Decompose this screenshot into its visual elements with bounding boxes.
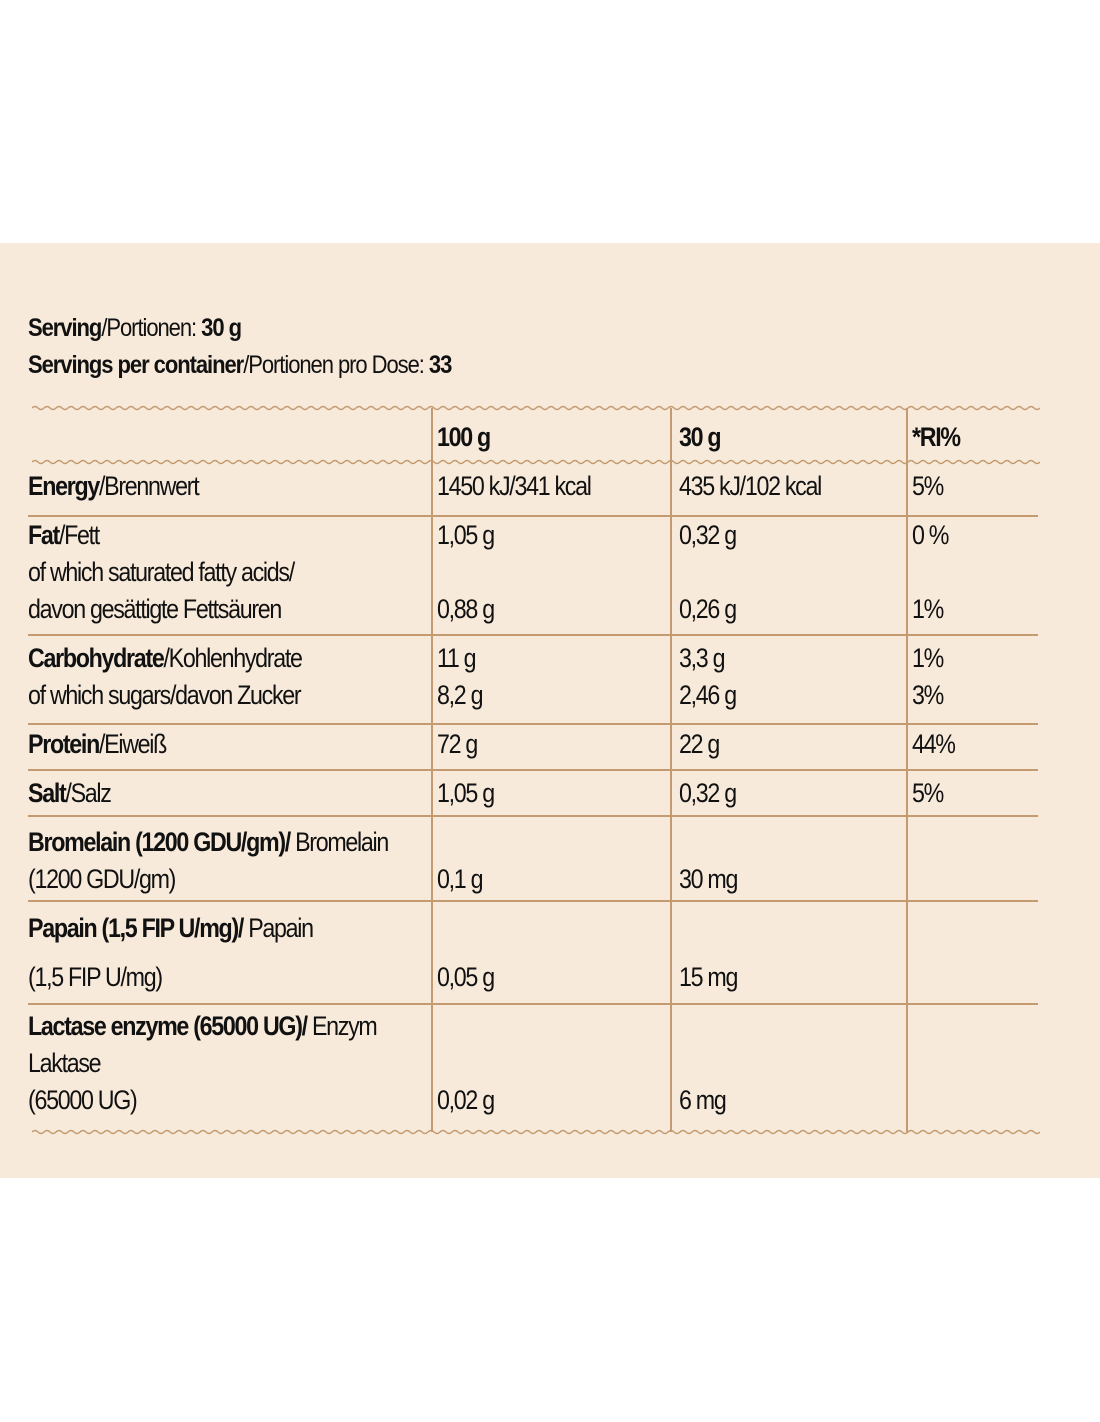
salt-ri: 5%: [912, 778, 944, 808]
row-label-saturated-line1: of which saturated fatty acids/: [28, 557, 295, 587]
protein-ri: 44%: [912, 729, 956, 759]
serving-size-line: Serving/Portionen: 30 g: [28, 314, 242, 342]
header-100g: 100 g: [437, 422, 491, 452]
row-divider: [28, 515, 1038, 517]
servings-per-container-line: Servings per container/Portionen pro Dos…: [28, 351, 452, 379]
papain-30g: 15 mg: [679, 962, 738, 992]
row-label-sugars: of which sugars/davon Zucker: [28, 680, 302, 710]
sugars-30g: 2,46 g: [679, 680, 737, 710]
row-label-bromelain-line2: (1200 GDU/gm): [28, 864, 176, 894]
sugars-100g: 8,2 g: [437, 680, 483, 710]
energy-100g: 1450 kJ/341 kcal: [437, 471, 592, 501]
protein-30g: 22 g: [679, 729, 720, 759]
row-divider: [28, 634, 1038, 636]
header-30g: 30 g: [679, 422, 722, 452]
row-divider: [28, 815, 1038, 817]
bromelain-100g: 0,1 g: [437, 864, 483, 894]
row-divider: [28, 900, 1038, 902]
papain-100g: 0,05 g: [437, 962, 495, 992]
row-label-salt: Salt/Salz: [28, 778, 112, 808]
saturated-100g: 0,88 g: [437, 594, 495, 624]
wavy-divider-bottom: [32, 1129, 1040, 1135]
row-label-protein: Protein/Eiweiß: [28, 729, 167, 759]
fat-30g: 0,32 g: [679, 520, 737, 550]
row-label-lactase: Lactase enzyme (65000 UG)/ Enzym: [28, 1011, 378, 1041]
fat-100g: 1,05 g: [437, 520, 495, 550]
sugars-ri: 3%: [912, 680, 944, 710]
row-label-energy: Energy/Brennwert: [28, 471, 200, 501]
row-label-carbohydrate: Carbohydrate/Kohlenhydrate: [28, 643, 303, 673]
row-label-fat: Fat/Fett: [28, 520, 100, 550]
row-divider: [28, 723, 1038, 725]
carbohydrate-30g: 3,3 g: [679, 643, 725, 673]
lactase-100g: 0,02 g: [437, 1085, 495, 1115]
salt-100g: 1,05 g: [437, 778, 495, 808]
row-label-lactase-line2: Laktase: [28, 1048, 102, 1078]
fat-ri: 0 %: [912, 520, 949, 550]
lactase-30g: 6 mg: [679, 1085, 727, 1115]
row-label-lactase-line3: (65000 UG): [28, 1085, 138, 1115]
saturated-30g: 0,26 g: [679, 594, 737, 624]
row-label-saturated-line2: davon gesättigte Fettsäuren: [28, 594, 282, 624]
row-label-bromelain: Bromelain (1200 GDU/gm)/ Bromelain: [28, 827, 389, 857]
bromelain-30g: 30 mg: [679, 864, 738, 894]
saturated-ri: 1%: [912, 594, 944, 624]
energy-ri: 5%: [912, 471, 944, 501]
energy-30g: 435 kJ/102 kcal: [679, 471, 822, 501]
carbohydrate-ri: 1%: [912, 643, 944, 673]
wavy-divider-header: [32, 459, 1040, 465]
row-divider: [28, 1003, 1038, 1005]
protein-100g: 72 g: [437, 729, 478, 759]
salt-30g: 0,32 g: [679, 778, 737, 808]
wavy-divider-top: [32, 405, 1040, 411]
carbohydrate-100g: 11 g: [437, 643, 477, 673]
row-label-papain-line2: (1,5 FIP U/mg): [28, 962, 163, 992]
row-label-papain: Papain (1,5 FIP U/mg)/ Papain: [28, 913, 314, 943]
row-divider: [28, 769, 1038, 771]
nutrition-panel: [0, 243, 1100, 1178]
header-ri: *RI%: [912, 422, 961, 452]
